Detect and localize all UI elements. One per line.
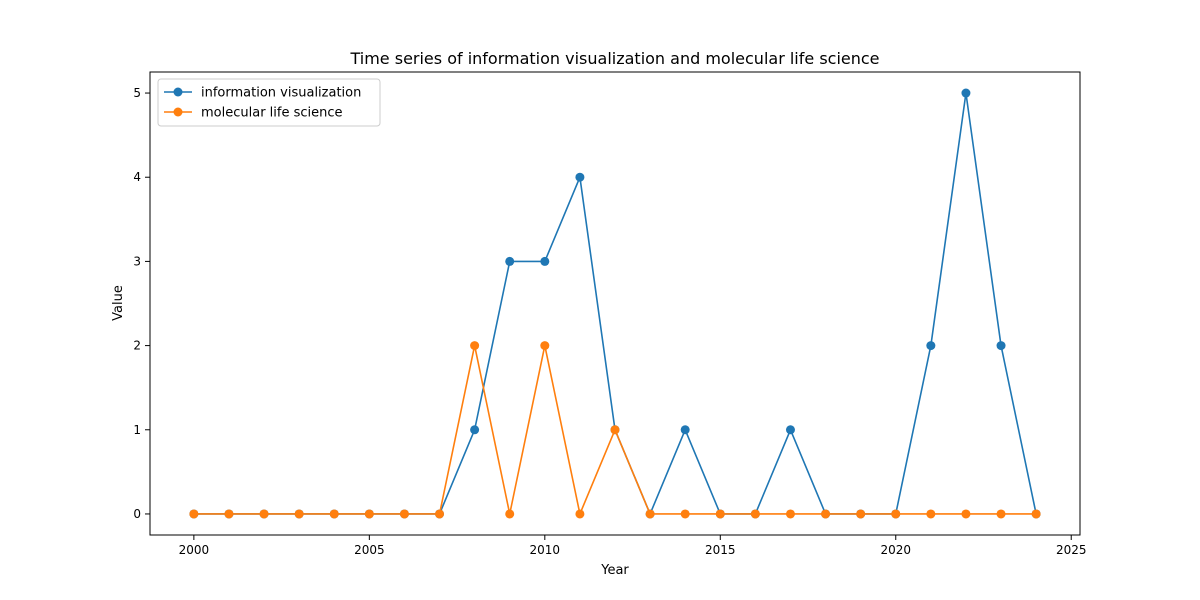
y-axis-label: Value xyxy=(111,285,126,321)
y-tick-label: 4 xyxy=(133,170,141,184)
series-2-point xyxy=(470,341,480,351)
series-2-point xyxy=(575,509,585,519)
series-2-point xyxy=(364,509,374,519)
legend-label-2: molecular life science xyxy=(201,106,343,121)
series-2-point xyxy=(435,509,445,519)
series-2-point xyxy=(680,509,690,519)
series-2-point xyxy=(785,509,795,519)
series-1-point xyxy=(680,425,690,435)
y-tick-label: 1 xyxy=(133,423,141,437)
series-1-point xyxy=(575,172,585,182)
x-tick-label: 2025 xyxy=(1056,543,1087,557)
series-1-point xyxy=(540,256,550,266)
legend: information visualization molecular life … xyxy=(157,78,381,127)
legend-marker-1 xyxy=(173,87,183,97)
x-tick-label: 2020 xyxy=(880,543,911,557)
x-axis-label: Year xyxy=(600,563,629,578)
y-tick-label: 2 xyxy=(133,339,141,353)
series-2-point xyxy=(856,509,866,519)
axes-frame xyxy=(149,71,1081,536)
series-2-point xyxy=(996,509,1006,519)
legend-box xyxy=(157,78,381,127)
y-tick-label: 5 xyxy=(133,86,141,100)
series-1-point xyxy=(926,341,936,351)
series-2-point xyxy=(610,425,620,435)
series-2-point xyxy=(821,509,831,519)
series-2-point xyxy=(540,341,550,351)
series-2-point xyxy=(926,509,936,519)
series-1-point xyxy=(785,425,795,435)
series-1-point xyxy=(470,425,480,435)
x-tick-label: 2015 xyxy=(705,543,736,557)
series-2-point xyxy=(224,509,234,519)
x-tick-label: 2000 xyxy=(179,543,210,557)
series-1-point xyxy=(505,256,515,266)
series-1-point xyxy=(961,88,971,98)
series-2-point xyxy=(329,509,339,519)
series-2-point xyxy=(399,509,409,519)
series-2-point xyxy=(1031,509,1041,519)
legend-marker-2 xyxy=(173,107,183,117)
series-2-point xyxy=(259,509,269,519)
legend-label-1: information visualization xyxy=(201,86,361,101)
series-2-point xyxy=(891,509,901,519)
x-tick-label: 2005 xyxy=(354,543,385,557)
series-2-point xyxy=(294,509,304,519)
y-tick-label: 3 xyxy=(133,254,141,268)
series-2-point xyxy=(505,509,515,519)
series-2-point xyxy=(750,509,760,519)
series-1-point xyxy=(996,341,1006,351)
series-2-point xyxy=(715,509,725,519)
chart-title: Time series of information visualization… xyxy=(349,49,879,68)
series-2-point xyxy=(189,509,199,519)
plot-area: 2000 2005 2010 2015 2020 2025 0 1 2 3 4 5 xyxy=(133,71,1087,557)
series-2-point xyxy=(645,509,655,519)
x-tick-label: 2010 xyxy=(530,543,561,557)
series-2-point xyxy=(961,509,971,519)
y-tick-label: 0 xyxy=(133,507,141,521)
